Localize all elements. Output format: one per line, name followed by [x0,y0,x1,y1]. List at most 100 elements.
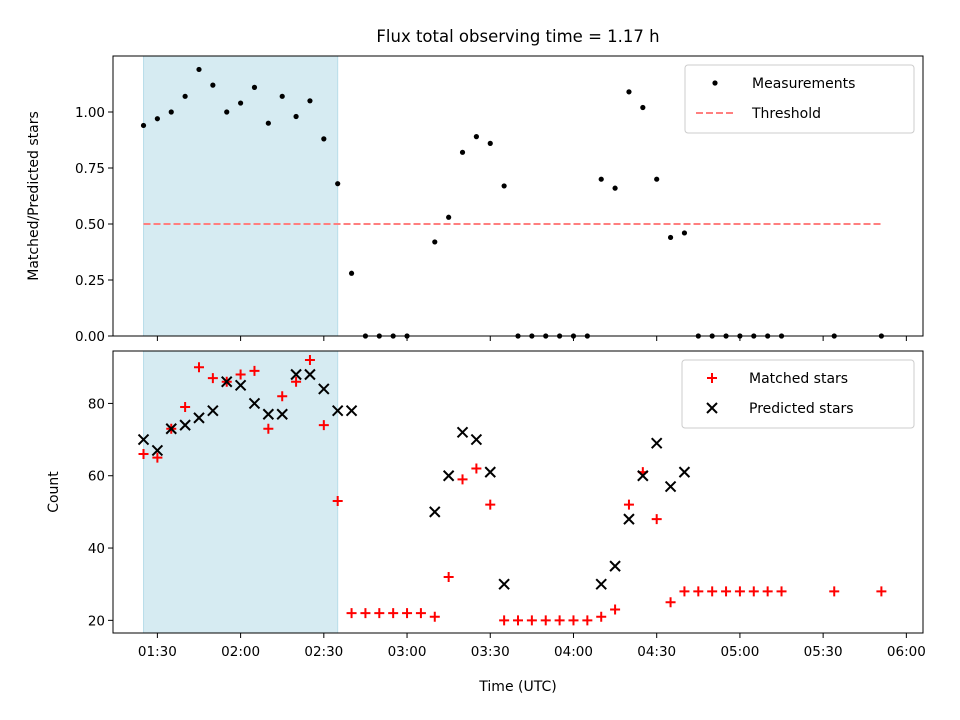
data-point [307,98,313,104]
data-point [485,499,496,510]
data-point [526,615,537,626]
data-point [540,615,551,626]
data-point [249,365,260,376]
data-point [582,615,593,626]
data-point [876,586,887,597]
data-point [304,368,316,381]
y-tick-label: 0.50 [75,217,105,233]
data-point [734,586,745,597]
data-point [207,373,218,384]
x-tick-label: 04:00 [554,644,593,660]
data-point [612,185,618,191]
y-tick-label: 1.00 [75,105,105,121]
data-point [442,470,455,482]
chart-title: Flux total observing time = 1.17 h [376,27,659,46]
legend-label: Predicted stars [749,401,854,417]
data-point [346,608,357,619]
data-point [360,608,371,619]
data-point [626,89,632,95]
plot-frame [112,55,924,337]
data-point [693,586,704,597]
y-axis-label: Count [46,471,62,513]
data-point [456,426,469,439]
data-point [140,122,147,129]
data-point [193,362,204,373]
x-axis-label: Time (UTC) [478,679,556,695]
y-tick-label: 0.75 [75,161,105,177]
data-point [446,214,452,220]
data-point [667,234,674,241]
data-point [473,134,479,140]
data-point [707,586,718,597]
legend-label: Matched stars [749,371,848,387]
data-point [262,408,275,420]
data-point [137,433,150,446]
data-point [721,586,732,597]
data-point [623,513,635,525]
data-point [304,355,315,366]
data-point [193,412,205,424]
data-point [654,176,660,182]
plot-frame [112,350,924,634]
data-point [207,404,219,417]
data-point [154,116,160,122]
data-point [429,506,441,518]
data-point [484,466,496,478]
data-point [238,100,244,106]
bottom-panel: 20 40 60 80 01:30 02:00 02:30 03:00 03:30 04:00 04… [46,350,926,660]
data-point [210,82,216,88]
data-point [748,586,759,597]
data-point [152,452,163,463]
data-point [182,93,188,99]
data-point [457,474,468,485]
data-point [609,560,621,572]
y-axis-label: Matched/Predicted stars [26,111,42,281]
data-point [640,104,646,111]
data-point [650,437,663,449]
series-1-1 [137,368,691,590]
data-point [471,463,482,474]
data-point [402,608,413,619]
legend-label: Threshold [751,106,821,122]
legend-label: Measurements [752,76,855,92]
legend-box [684,64,915,134]
data-point [623,499,634,510]
series-0-0 [140,66,884,339]
data-point [679,586,690,597]
data-point [501,183,507,189]
data-point [776,586,787,597]
data-point [470,433,483,446]
data-point [251,84,258,90]
data-point [415,608,426,619]
x-tick-label: 05:30 [804,644,843,660]
data-point [293,113,299,120]
data-point [248,397,261,410]
data-point [168,109,174,115]
data-point [596,611,607,622]
x-tick-label: 03:00 [388,644,427,660]
legend: Measurements Threshold [684,64,915,134]
shaded-interval [143,350,339,634]
data-point [165,423,177,435]
data-point [829,586,840,597]
data-point [321,136,327,142]
data-point [664,480,677,493]
data-point [291,376,302,387]
data-point [681,230,688,236]
data-point [277,391,288,402]
y-tick-label: 80 [88,396,105,412]
data-point [678,466,691,478]
x-tick-label: 04:30 [637,644,676,660]
data-point [263,423,274,434]
legend-box [681,359,915,429]
data-point [513,615,523,626]
data-point [665,597,676,608]
data-point [651,514,662,525]
top-panel: 0.00 0.25 0.50 0.75 1.00 Matched/Predicted st… [26,55,924,345]
y-tick-label: 0.00 [75,329,105,345]
data-point [595,578,607,590]
x-tick-label: 03:30 [471,644,510,660]
data-point [348,270,355,276]
x-tick-label: 02:30 [304,644,343,660]
y-tick-label: 0.25 [75,273,105,289]
